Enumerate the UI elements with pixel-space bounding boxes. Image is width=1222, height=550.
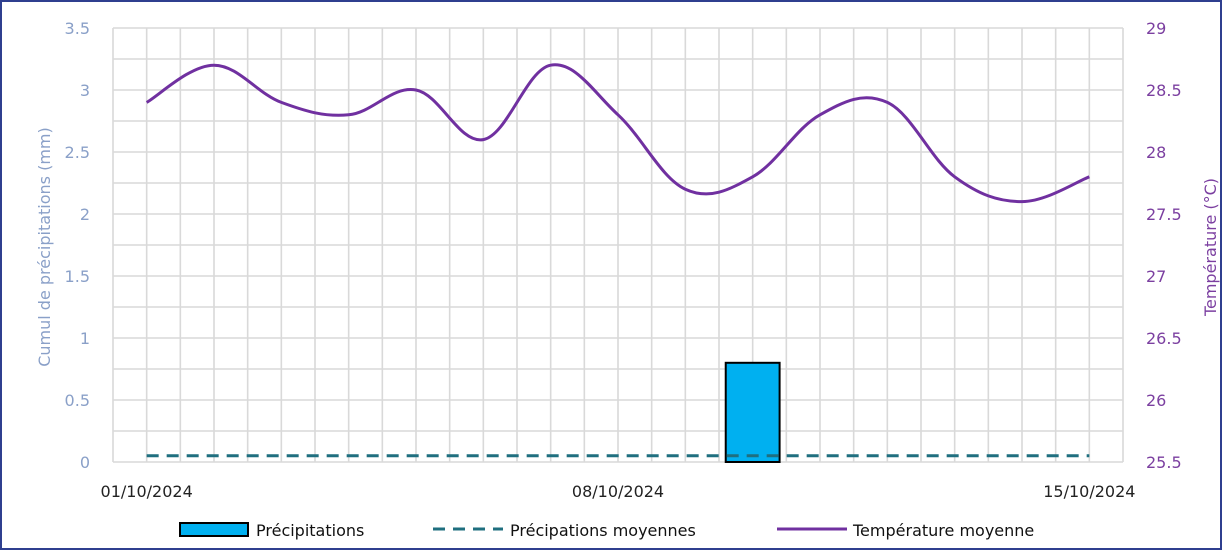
x-tick-label: 08/10/2024 — [572, 482, 664, 501]
line-temperature-moyenne — [145, 63, 1090, 204]
grid-lines — [112, 27, 1124, 463]
right-tick-label: 28.5 — [1146, 81, 1182, 100]
left-tick-label: 1 — [80, 329, 90, 348]
bar-precipitations — [724, 361, 781, 463]
legend: Précipitations Précipations moyennes Tem… — [179, 521, 1034, 540]
left-tick-label: 3.5 — [65, 19, 90, 38]
right-axis-title: Température (°C) — [1201, 178, 1220, 317]
right-tick-label: 29 — [1146, 19, 1166, 38]
right-tick-label: 28 — [1146, 143, 1166, 162]
left-tick-label: 2.5 — [65, 143, 90, 162]
left-tick-label: 0 — [80, 453, 90, 472]
right-tick-label: 26 — [1146, 391, 1166, 410]
x-axis-ticks: 01/10/2024 08/10/2024 15/10/2024 — [101, 482, 1136, 501]
left-tick-label: 0.5 — [65, 391, 90, 410]
x-tick-label: 15/10/2024 — [1043, 482, 1135, 501]
legend-swatch-precipitations — [179, 522, 249, 537]
legend-label-temperature-moyenne: Température moyenne — [852, 521, 1034, 540]
left-axis-title: Cumul de précipitations (mm) — [35, 127, 54, 367]
precipitation-bars — [724, 361, 781, 463]
lines-layer — [145, 63, 1090, 458]
right-axis-ticks: 25.5 26 26.5 27 27.5 28 28.5 29 — [1146, 19, 1182, 472]
left-axis-ticks: 0 0.5 1 1.5 2 2.5 3 3.5 — [65, 19, 90, 472]
right-tick-label: 27 — [1146, 267, 1166, 286]
left-tick-label: 2 — [80, 205, 90, 224]
legend-label-precipitations: Précipitations — [256, 521, 364, 540]
right-tick-label: 27.5 — [1146, 205, 1182, 224]
x-tick-label: 01/10/2024 — [101, 482, 193, 501]
left-tick-label: 1.5 — [65, 267, 90, 286]
right-tick-label: 26.5 — [1146, 329, 1182, 348]
right-tick-label: 25.5 — [1146, 453, 1182, 472]
legend-label-precipitations-moyennes: Précipations moyennes — [510, 521, 696, 540]
left-tick-label: 3 — [80, 81, 90, 100]
